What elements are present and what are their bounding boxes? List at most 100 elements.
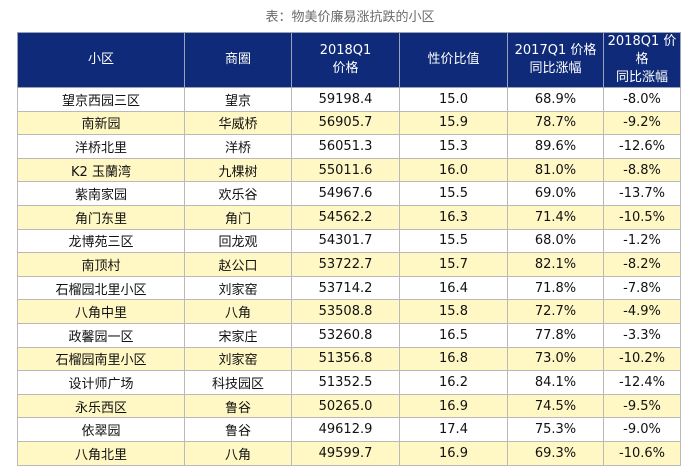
community-cell: 南新园	[17, 110, 185, 136]
community-cell: 南顶村	[17, 252, 185, 277]
value-ratio-cell: 15.5	[399, 228, 508, 254]
yoy-2017-cell: 75.3%	[507, 417, 604, 442]
table-row: 洋桥北里 洋桥 56051.3 15.3 89.6% -12.6%	[17, 134, 681, 159]
yoy-2018-cell: -9.0%	[603, 417, 681, 442]
yoy-2017-cell: 71.8%	[507, 275, 604, 301]
yoy-2018-cell: -1.2%	[603, 228, 681, 254]
community-cell: 八角北里	[17, 440, 185, 466]
yoy-2017-cell: 74.5%	[507, 393, 604, 419]
header-row: 小区 商圈 2018Q1 价格 性价比值 2017Q1 价格 同比涨幅 2018Q1…	[17, 32, 681, 88]
table-row: 设计师广场 科技园区 51352.5 16.2 84.1% -12.4%	[17, 370, 681, 395]
header-community: 小区	[17, 32, 185, 88]
value-ratio-cell: 16.9	[399, 440, 508, 466]
district-cell: 刘家窑	[184, 275, 292, 301]
value-ratio-cell: 15.9	[399, 110, 508, 136]
district-cell: 洋桥	[184, 134, 292, 159]
yoy-2017-cell: 69.0%	[507, 181, 604, 206]
yoy-2017-cell: 89.6%	[507, 134, 604, 159]
price-cell: 50265.0	[291, 393, 400, 419]
community-cell: 依翠园	[17, 417, 185, 442]
yoy-2017-cell: 78.7%	[507, 110, 604, 136]
yoy-2018-cell: -12.6%	[603, 134, 681, 159]
value-ratio-cell: 15.8	[399, 299, 508, 324]
yoy-2017-cell: 82.1%	[507, 252, 604, 277]
district-cell: 鲁谷	[184, 393, 292, 419]
district-cell: 华威桥	[184, 110, 292, 136]
table-body: 望京西园三区 望京 59198.4 15.0 68.9% -8.0% 南新园 华威桥 56905…	[17, 87, 681, 466]
table-row: 石榴园南里小区 刘家窑 51356.8 16.8 73.0% -10.2%	[17, 346, 681, 372]
yoy-2017-cell: 71.4%	[507, 204, 604, 230]
yoy-2017-cell: 68.0%	[507, 228, 604, 254]
value-ratio-cell: 17.4	[399, 417, 508, 442]
table-row: 八角北里 八角 49599.7 16.9 69.3% -10.6%	[17, 440, 681, 466]
price-cell: 59198.4	[291, 87, 400, 112]
yoy-2018-cell: -9.5%	[603, 393, 681, 419]
community-cell: 望京西园三区	[17, 87, 185, 112]
yoy-2018-cell: -10.2%	[603, 346, 681, 372]
yoy-2018-cell: -8.0%	[603, 87, 681, 112]
district-cell: 回龙观	[184, 228, 292, 254]
yoy-2017-cell: 77.8%	[507, 322, 604, 348]
district-cell: 角门	[184, 204, 292, 230]
yoy-2017-cell: 81.0%	[507, 157, 604, 183]
community-cell: 石榴园南里小区	[17, 346, 185, 372]
table-row: 紫南家园 欢乐谷 54967.6 15.5 69.0% -13.7%	[17, 181, 681, 206]
price-cell: 56905.7	[291, 110, 400, 136]
header-2018q1-price: 2018Q1 价格	[291, 32, 400, 88]
price-cell: 49599.7	[291, 440, 400, 466]
district-cell: 刘家窑	[184, 346, 292, 372]
table-row: 龙博苑三区 回龙观 54301.7 15.5 68.0% -1.2%	[17, 228, 681, 254]
price-cell: 56051.3	[291, 134, 400, 159]
price-cell: 54562.2	[291, 204, 400, 230]
district-cell: 科技园区	[184, 370, 292, 395]
yoy-2017-cell: 68.9%	[507, 87, 604, 112]
price-cell: 54967.6	[291, 181, 400, 206]
value-ratio-cell: 16.4	[399, 275, 508, 301]
price-cell: 49612.9	[291, 417, 400, 442]
price-cell: 53714.2	[291, 275, 400, 301]
table-row: 望京西园三区 望京 59198.4 15.0 68.9% -8.0%	[17, 87, 681, 112]
yoy-2018-cell: -7.8%	[603, 275, 681, 301]
data-table: 小区 商圈 2018Q1 价格 性价比值 2017Q1 价格 同比涨幅 2018Q1…	[17, 32, 681, 466]
yoy-2017-cell: 69.3%	[507, 440, 604, 466]
value-ratio-cell: 15.0	[399, 87, 508, 112]
yoy-2018-cell: -8.8%	[603, 157, 681, 183]
value-ratio-cell: 16.0	[399, 157, 508, 183]
yoy-2018-cell: -4.9%	[603, 299, 681, 324]
value-ratio-cell: 16.5	[399, 322, 508, 348]
table-row: 石榴园北里小区 刘家窑 53714.2 16.4 71.8% -7.8%	[17, 275, 681, 301]
value-ratio-cell: 16.8	[399, 346, 508, 372]
table-row: 南新园 华威桥 56905.7 15.9 78.7% -9.2%	[17, 110, 681, 136]
price-cell: 53722.7	[291, 252, 400, 277]
value-ratio-cell: 16.2	[399, 370, 508, 395]
community-cell: 永乐西区	[17, 393, 185, 419]
district-cell: 赵公口	[184, 252, 292, 277]
yoy-2018-cell: -9.2%	[603, 110, 681, 136]
value-ratio-cell: 15.7	[399, 252, 508, 277]
yoy-2017-cell: 72.7%	[507, 299, 604, 324]
header-2018q1-yoy: 2018Q1 价格 同比涨幅	[603, 32, 681, 88]
district-cell: 欢乐谷	[184, 181, 292, 206]
yoy-2018-cell: -8.2%	[603, 252, 681, 277]
value-ratio-cell: 15.3	[399, 134, 508, 159]
price-cell: 53260.8	[291, 322, 400, 348]
community-cell: 石榴园北里小区	[17, 275, 185, 301]
community-cell: 龙博苑三区	[17, 228, 185, 254]
price-cell: 51352.5	[291, 370, 400, 395]
community-cell: K2 玉蘭湾	[17, 157, 185, 183]
table-row: 政馨园一区 宋家庄 53260.8 16.5 77.8% -3.3%	[17, 322, 681, 348]
yoy-2018-cell: -13.7%	[603, 181, 681, 206]
community-cell: 角门东里	[17, 204, 185, 230]
value-ratio-cell: 15.5	[399, 181, 508, 206]
district-cell: 望京	[184, 87, 292, 112]
table-caption: 表：物美价廉易涨抗跌的小区	[265, 10, 435, 25]
yoy-2017-cell: 84.1%	[507, 370, 604, 395]
community-cell: 设计师广场	[17, 370, 185, 395]
district-cell: 鲁谷	[184, 417, 292, 442]
district-cell: 宋家庄	[184, 322, 292, 348]
community-cell: 八角中里	[17, 299, 185, 324]
yoy-2018-cell: -10.6%	[603, 440, 681, 466]
yoy-2017-cell: 73.0%	[507, 346, 604, 372]
community-cell: 政馨园一区	[17, 322, 185, 348]
district-cell: 八角	[184, 299, 292, 324]
